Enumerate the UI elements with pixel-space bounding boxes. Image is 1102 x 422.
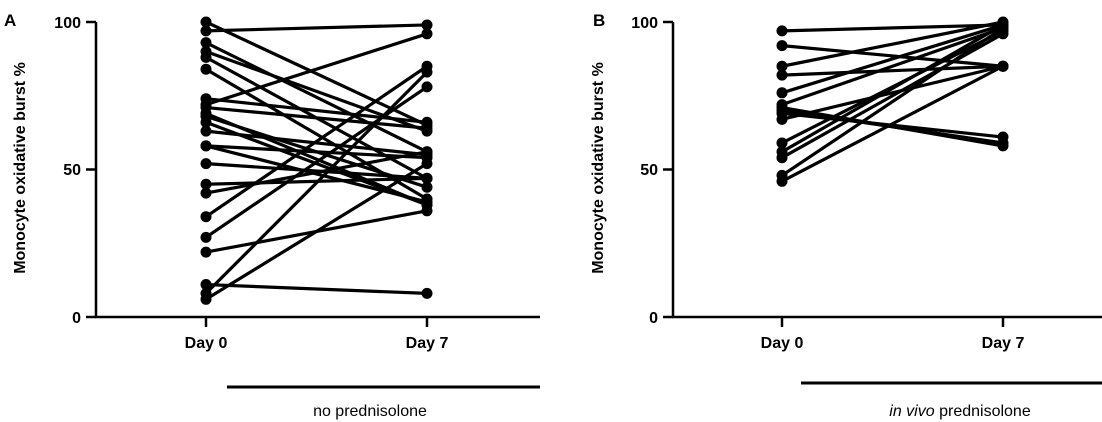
group-label-b-italic: in vivo <box>889 403 934 420</box>
data-point-a-11-day7 <box>421 181 433 193</box>
data-point-a-2-day7 <box>421 19 433 31</box>
data-point-b-10-day0 <box>776 113 788 125</box>
data-point-a-15-day7 <box>421 196 433 208</box>
series-line-b-4 <box>781 64 1004 77</box>
data-point-b-3-day0 <box>776 60 788 72</box>
series-line-b-13 <box>781 32 1004 160</box>
data-point-b-4-day0 <box>776 69 788 81</box>
data-point-b-1-day0 <box>776 25 788 37</box>
data-point-a-2-day0 <box>200 25 212 37</box>
data-point-b-11-day0 <box>776 137 788 149</box>
y-tick-label-b-50: 50 <box>640 162 658 179</box>
data-point-a-23-day7 <box>421 66 433 78</box>
y-axis-label-b: Monocyte oxidative burst % <box>590 62 607 274</box>
data-point-a-22-day7 <box>421 287 433 299</box>
series-line-b-2 <box>781 44 1004 68</box>
data-point-b-15-day0 <box>776 175 788 187</box>
data-point-b-15-day7 <box>997 60 1009 72</box>
data-point-a-15-day0 <box>200 140 212 152</box>
data-point-a-21-day7 <box>421 205 433 217</box>
data-point-a-17-day7 <box>421 172 433 184</box>
data-marks-a <box>200 16 433 305</box>
data-point-a-20-day7 <box>421 81 433 93</box>
series-line-a-2 <box>205 23 428 33</box>
series-line-b-12 <box>781 23 1004 154</box>
data-point-a-24-day0 <box>200 293 212 305</box>
data-point-b-13-day0 <box>776 152 788 164</box>
series-line-b-14 <box>781 26 1004 177</box>
series-line-b-10 <box>781 64 1004 121</box>
data-point-a-8-day7 <box>421 28 433 40</box>
data-point-b-5-day0 <box>776 87 788 99</box>
y-tick-label-a-50: 50 <box>63 162 81 179</box>
data-point-b-2-day0 <box>776 40 788 52</box>
data-point-a-20-day0 <box>200 231 212 243</box>
y-axis-label-a: Monocyte oxidative burst % <box>12 62 29 274</box>
x-tick-label-b-day7: Day 7 <box>982 335 1025 352</box>
y-tick-label-b-0: 0 <box>649 310 658 327</box>
data-point-a-3-day0 <box>200 37 212 49</box>
series-line-a-3 <box>205 41 428 154</box>
panel-letter-a: A <box>4 11 16 30</box>
y-tick-label-b-100: 100 <box>631 15 658 32</box>
group-label-a: no prednisolone <box>313 403 427 420</box>
x-tick-label-a-day7: Day 7 <box>406 335 449 352</box>
y-tick-label-a-100: 100 <box>54 15 81 32</box>
data-point-a-18-day0 <box>200 187 212 199</box>
series-line-a-22 <box>205 282 428 295</box>
panel-letter-b: B <box>593 11 605 30</box>
series-line-a-8 <box>205 32 428 107</box>
panel-a: A Monocyte oxidative burst % 100 50 0 Da… <box>4 11 540 420</box>
data-point-a-9-day7 <box>421 122 433 134</box>
series-line-a-18 <box>205 150 428 195</box>
data-point-a-18-day7 <box>421 146 433 158</box>
series-line-b-15 <box>781 64 1004 183</box>
data-point-a-12-day0 <box>200 116 212 128</box>
panel-b: B Monocyte oxidative burst % 100 50 0 Da… <box>590 11 1102 420</box>
data-point-b-14-day7 <box>997 22 1009 34</box>
series-line-a-19 <box>205 64 428 219</box>
group-label-b: in vivo prednisolone <box>889 403 1031 420</box>
series-line-a-14 <box>205 144 428 160</box>
data-point-a-17-day0 <box>200 178 212 190</box>
data-point-a-6-day0 <box>200 63 212 75</box>
data-point-b-9-day7 <box>997 131 1009 143</box>
data-point-a-19-day0 <box>200 211 212 223</box>
group-label-b-rest: prednisolone <box>935 403 1031 420</box>
series-line-a-24 <box>205 162 428 301</box>
series-line-b-5 <box>781 23 1004 95</box>
series-line-a-9 <box>205 105 428 130</box>
data-point-a-22-day0 <box>200 279 212 291</box>
data-marks-b <box>776 16 1009 187</box>
x-tick-label-a-day0: Day 0 <box>185 335 228 352</box>
data-point-a-1-day0 <box>200 16 212 28</box>
data-point-a-21-day0 <box>200 246 212 258</box>
series-line-b-3 <box>781 20 1004 68</box>
data-point-a-5-day0 <box>200 51 212 63</box>
series-line-a-23 <box>204 71 429 295</box>
y-tick-label-a-0: 0 <box>72 310 81 327</box>
series-line-b-6 <box>781 26 1004 107</box>
series-line-b-1 <box>781 23 1004 33</box>
series-line-a-7 <box>205 97 428 124</box>
data-point-a-24-day7 <box>421 158 433 170</box>
data-point-a-16-day0 <box>200 158 212 170</box>
data-point-a-13-day0 <box>200 125 212 137</box>
series-line-a-20 <box>205 85 428 239</box>
x-tick-label-b-day0: Day 0 <box>761 335 804 352</box>
